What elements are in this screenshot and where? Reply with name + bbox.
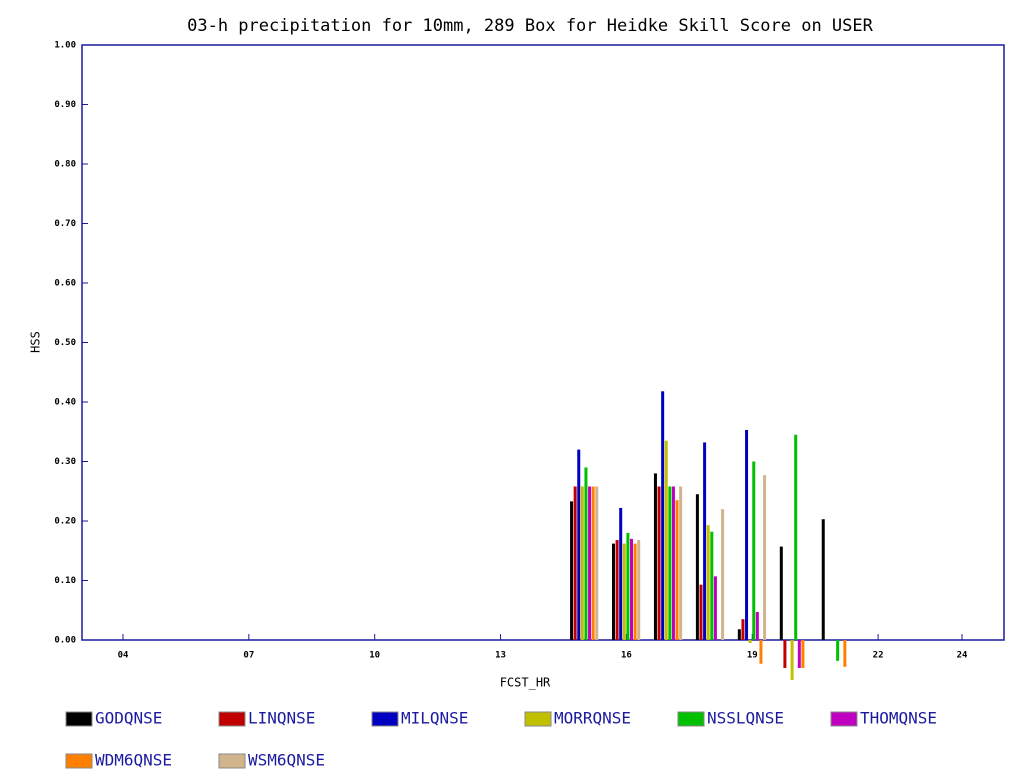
x-tick-label: 07 xyxy=(243,651,254,661)
y-tick-label: 1.00 xyxy=(54,41,76,51)
bar xyxy=(737,629,741,640)
bar xyxy=(664,440,668,640)
bar xyxy=(668,486,672,640)
x-tick-label: 19 xyxy=(747,651,758,661)
bar xyxy=(699,584,703,640)
y-tick-label: 0.20 xyxy=(54,517,76,527)
x-tick-label: 10 xyxy=(369,651,380,661)
bar xyxy=(633,543,637,640)
bar xyxy=(797,640,801,668)
bar xyxy=(801,640,805,668)
bar xyxy=(821,519,825,640)
x-tick-label: 13 xyxy=(495,651,506,661)
legend-label: WDM6QNSE xyxy=(95,751,172,770)
x-tick-label: 04 xyxy=(118,651,129,661)
legend-swatch xyxy=(677,711,705,727)
bar xyxy=(755,612,759,640)
bar xyxy=(588,486,592,640)
bar xyxy=(619,507,623,640)
y-tick-label: 0.10 xyxy=(54,576,76,586)
bar xyxy=(630,538,633,640)
y-tick-label: 0.50 xyxy=(54,338,76,348)
bar xyxy=(679,486,683,640)
legend-swatch xyxy=(371,711,399,727)
bar xyxy=(713,576,717,640)
bar xyxy=(748,640,752,643)
bar xyxy=(752,461,756,640)
y-tick-label: 0.70 xyxy=(54,219,76,229)
chart-title: 03-h precipitation for 10mm, 289 Box for… xyxy=(187,16,874,36)
legend-label: MILQNSE xyxy=(401,709,468,728)
bar xyxy=(706,525,710,640)
bar xyxy=(787,640,790,641)
y-tick-label: 0.00 xyxy=(54,636,76,646)
legend-label: MORRQNSE xyxy=(554,709,631,728)
legend-label: THOMQNSE xyxy=(860,709,937,728)
bar xyxy=(580,486,584,640)
bar xyxy=(612,543,615,640)
legend-label: LINQNSE xyxy=(248,709,315,728)
legend-swatch xyxy=(65,753,93,769)
bar xyxy=(721,509,725,640)
legend-swatch xyxy=(218,711,246,727)
y-tick-label: 0.40 xyxy=(54,398,76,408)
bar xyxy=(710,531,714,640)
bar xyxy=(661,391,665,640)
x-tick-label: 24 xyxy=(957,651,968,661)
bar xyxy=(671,486,675,640)
legend-label: WSM6QNSE xyxy=(248,751,325,770)
bar xyxy=(653,473,657,640)
bar xyxy=(783,640,787,668)
bar xyxy=(584,467,588,640)
x-tick-label: 16 xyxy=(621,651,632,661)
y-tick-label: 0.60 xyxy=(54,279,76,289)
plot-frame xyxy=(81,44,1005,641)
legend-swatch xyxy=(830,711,858,727)
y-tick-label: 0.90 xyxy=(54,100,76,110)
bar xyxy=(790,640,794,680)
bar xyxy=(794,434,798,640)
bar xyxy=(622,543,626,640)
bar xyxy=(745,429,749,640)
bar xyxy=(675,500,679,640)
legend-label: NSSLQNSE xyxy=(707,709,784,728)
bar xyxy=(573,486,577,640)
bar xyxy=(836,640,840,661)
bar xyxy=(637,540,641,640)
bar xyxy=(577,449,581,640)
bar xyxy=(626,532,630,640)
bar xyxy=(703,442,707,640)
y-axis-label: HSS xyxy=(29,331,43,353)
bar xyxy=(570,501,574,640)
bar xyxy=(843,640,847,667)
legend-swatch xyxy=(524,711,552,727)
x-axis-label: FCST_HR xyxy=(500,676,551,690)
y-tick-label: 0.80 xyxy=(54,160,76,170)
x-tick-label: 22 xyxy=(873,651,884,661)
bar xyxy=(695,494,699,640)
bar xyxy=(779,546,783,640)
y-tick-label: 0.30 xyxy=(54,457,76,467)
bar xyxy=(591,486,595,640)
bar xyxy=(763,475,767,640)
bar xyxy=(595,486,599,640)
bar xyxy=(759,640,763,664)
bar xyxy=(615,540,619,640)
legend-swatch xyxy=(65,711,93,727)
bar xyxy=(657,486,661,640)
legend-label: GODQNSE xyxy=(95,709,162,728)
legend-swatch xyxy=(218,753,246,769)
bar xyxy=(741,619,745,640)
